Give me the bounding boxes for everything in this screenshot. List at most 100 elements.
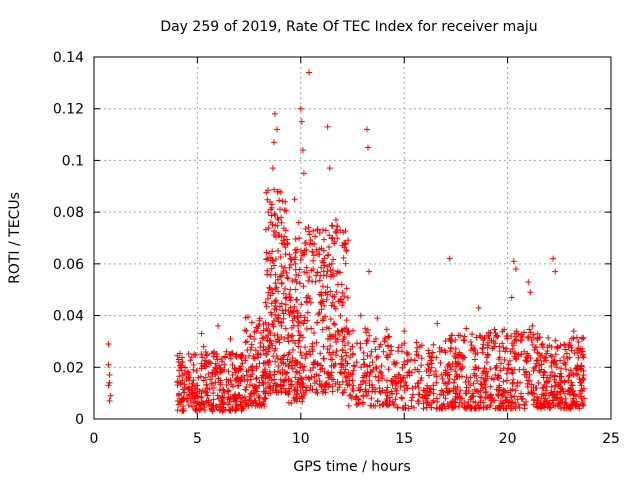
data-point [525, 352, 532, 359]
data-point [433, 379, 440, 386]
data-point [492, 365, 499, 372]
data-point [490, 343, 497, 350]
data-point [284, 369, 291, 376]
data-point [363, 388, 370, 395]
data-point [210, 353, 217, 360]
data-point [332, 216, 339, 223]
data-point [510, 258, 517, 265]
data-point [230, 383, 237, 390]
data-point [277, 273, 284, 280]
data-point [317, 299, 324, 306]
data-point [546, 400, 553, 407]
data-point [442, 405, 449, 412]
data-point [252, 384, 259, 391]
data-point [569, 382, 576, 389]
data-point [207, 376, 214, 383]
data-point [248, 341, 255, 348]
data-point [334, 378, 341, 385]
data-point [106, 379, 113, 386]
data-point [500, 344, 507, 351]
data-point [296, 235, 303, 242]
data-point [201, 407, 208, 414]
data-point [198, 365, 205, 372]
data-point [339, 338, 346, 345]
data-point [176, 373, 183, 380]
data-point [232, 407, 239, 414]
data-point [392, 396, 399, 403]
data-point [421, 392, 428, 399]
data-point [457, 387, 464, 394]
data-point [312, 389, 319, 396]
data-point [269, 290, 276, 297]
data-point [380, 348, 387, 355]
data-point [523, 358, 530, 365]
data-point [474, 349, 481, 356]
data-point [256, 382, 263, 389]
data-point [350, 367, 357, 374]
data-point [248, 319, 255, 326]
data-point [564, 355, 571, 362]
data-point [343, 317, 350, 324]
data-point [534, 330, 541, 337]
data-point [568, 379, 575, 386]
data-point [385, 366, 392, 373]
data-point [204, 385, 211, 392]
data-point [325, 374, 332, 381]
data-point [284, 275, 291, 282]
data-point [327, 356, 334, 363]
data-point [461, 333, 468, 340]
data-point [322, 389, 329, 396]
data-point [324, 263, 331, 270]
data-point [286, 362, 293, 369]
data-point [257, 344, 264, 351]
data-point [286, 312, 293, 319]
data-point [323, 296, 330, 303]
data-point [306, 386, 313, 393]
data-point [544, 378, 551, 385]
data-point [303, 269, 310, 276]
data-point [333, 229, 340, 236]
data-point [106, 372, 113, 379]
data-point [447, 399, 454, 406]
data-point [409, 391, 416, 398]
data-point [208, 360, 215, 367]
data-point [189, 403, 196, 410]
data-point [452, 345, 459, 352]
data-point [374, 398, 381, 405]
data-point [512, 403, 519, 410]
data-point [271, 110, 278, 117]
data-point [105, 382, 112, 389]
data-point [179, 372, 186, 379]
data-point [339, 327, 346, 334]
data-point [205, 371, 212, 378]
data-point [329, 293, 336, 300]
data-point [216, 362, 223, 369]
data-point [200, 343, 207, 350]
data-point [452, 403, 459, 410]
data-point [366, 372, 373, 379]
data-point [281, 335, 288, 342]
data-point [285, 391, 292, 398]
data-point [383, 377, 390, 384]
data-point [235, 382, 242, 389]
data-point [447, 348, 454, 355]
data-point [463, 387, 470, 394]
data-point [337, 227, 344, 234]
data-point [229, 372, 236, 379]
data-point [504, 366, 511, 373]
data-point [472, 399, 479, 406]
data-point [552, 268, 559, 275]
data-point [308, 374, 315, 381]
data-point [177, 364, 184, 371]
data-point [479, 349, 486, 356]
data-point [190, 366, 197, 373]
data-point [265, 321, 272, 328]
data-point [105, 361, 112, 368]
data-point [573, 334, 580, 341]
data-point [556, 373, 563, 380]
data-point [453, 363, 460, 370]
data-point [261, 366, 268, 373]
data-point [288, 324, 295, 331]
data-point [254, 402, 261, 409]
